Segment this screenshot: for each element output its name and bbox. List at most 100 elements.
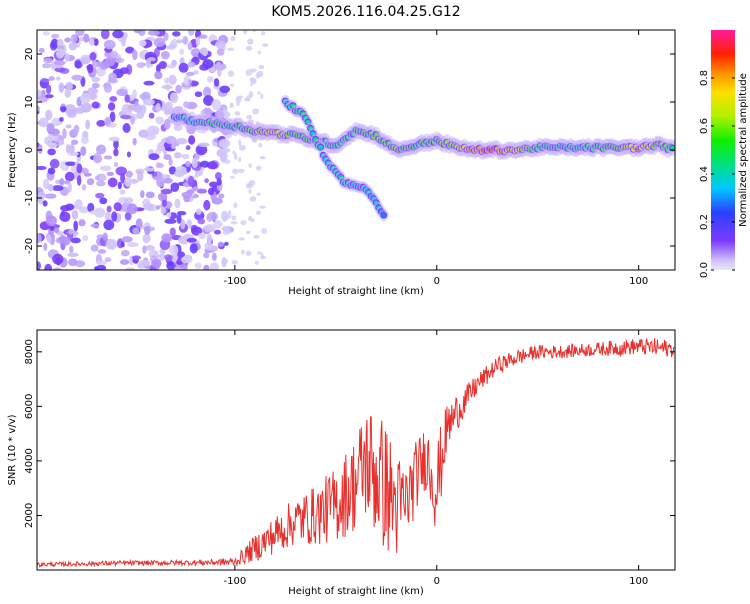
y-tick-label: 0	[24, 147, 35, 153]
spectrogram-speckle	[56, 49, 65, 59]
spectrogram-speckle	[155, 116, 165, 125]
spectrogram-speckle	[168, 74, 177, 86]
spectrogram-speckle	[164, 77, 170, 84]
spectrogram-speckle	[73, 220, 79, 232]
spectrogram-speckle	[74, 107, 86, 114]
spectrogram-speckle	[196, 208, 202, 215]
spectrogram-speckle	[55, 76, 61, 81]
spectrogram-speckle	[142, 98, 155, 106]
figure-title: KOM5.2026.116.04.25.G12	[271, 4, 460, 20]
spectrogram-speckle	[259, 255, 267, 260]
spectrogram-speckle	[99, 165, 112, 172]
spectrogram-speckle	[62, 128, 67, 139]
spectrogram-frame	[36, 29, 676, 271]
spectrogram-speckle	[169, 92, 179, 104]
spectrogram-speckle	[174, 265, 182, 270]
spectrogram-speckle	[82, 235, 89, 242]
spectrogram-speckle	[183, 101, 189, 109]
spectrogram-speckle	[173, 152, 182, 159]
spectrogram-speckle	[49, 226, 55, 231]
spectrogram-speckle	[122, 123, 131, 133]
spectrogram-speckle	[81, 184, 87, 191]
spectrogram-speckle	[43, 242, 48, 251]
spectrogram-speckle	[125, 46, 135, 54]
x-tick-label: 100	[629, 276, 648, 287]
spectrogram-speckle	[131, 255, 142, 260]
spectrogram-speckle	[203, 95, 214, 106]
spectrogram-speckle	[253, 234, 260, 239]
spectrogram-speckle	[67, 182, 72, 193]
spectrogram-speckle	[76, 175, 82, 186]
spectrogram-speckle	[160, 207, 167, 214]
spectrogram-speckle	[213, 78, 220, 87]
spectrogram-speckle	[138, 259, 151, 266]
spectrogram-speckle	[213, 229, 221, 235]
spectrogram-speckle	[156, 176, 165, 188]
spectrogram-speckle	[100, 30, 110, 40]
spectrogram-speckle	[242, 30, 248, 35]
spectrogram-speckle	[51, 185, 64, 191]
spectrogram-speckle	[125, 170, 133, 178]
spectrogram-speckle	[156, 162, 164, 168]
spectrogram-speckle	[165, 135, 177, 145]
spectrogram-speckle	[206, 233, 213, 244]
spectrogram-speckle	[125, 267, 136, 270]
spectrogram-speckle	[64, 52, 70, 62]
colorbar-ticks: 0.0 0.2 0.4 0.6 0.8	[699, 70, 735, 278]
spectrogram-speckle	[199, 34, 208, 39]
spectrogram-speckle	[161, 84, 173, 90]
spectrogram-speckle	[113, 139, 119, 150]
spectrogram-speckle	[138, 129, 149, 138]
ridge-core	[318, 144, 324, 150]
spectrogram-speckle	[206, 161, 218, 170]
spectrogram-speckle	[257, 91, 261, 95]
spectrogram-speckle	[66, 109, 77, 118]
spectrogram-speckle	[257, 71, 264, 77]
spectrogram-speckle	[54, 67, 66, 73]
spectrogram-speckle	[132, 89, 138, 99]
spectrogram-speckle	[169, 227, 176, 237]
snr-ticks: -100 0 100 2000 4000 6000 8000	[24, 330, 675, 587]
spectrogram-speckle	[147, 30, 160, 36]
spectrogram-speckle	[248, 215, 253, 222]
spectrogram-speckle	[211, 252, 217, 262]
spectrogram-speckle	[50, 38, 59, 50]
spectrogram-speckle	[188, 135, 196, 145]
spectrogram-speckle	[172, 31, 181, 37]
spectrogram-speckle	[58, 82, 65, 93]
spectrogram-speckle	[207, 76, 214, 83]
spectrogram-speckle	[180, 262, 188, 270]
spectrogram-speckle	[187, 61, 196, 68]
spectrogram-speckle	[174, 198, 181, 209]
spectrogram-speckle	[142, 245, 147, 254]
spectrogram-speckle	[119, 189, 126, 195]
spectrogram-speckle	[247, 38, 254, 45]
spectrogram-speckle	[237, 95, 243, 99]
spectrogram-speckle	[195, 36, 201, 47]
spectrogram-speckle	[74, 60, 82, 69]
spectrogram-speckle	[80, 146, 87, 156]
spectrogram-speckle	[215, 61, 222, 72]
spectrogram-speckle	[95, 260, 107, 266]
spectrogram-speckle	[113, 148, 119, 157]
spectrogram-speckle	[80, 136, 89, 145]
spectrogram-speckle	[106, 205, 112, 213]
spectrogram-speckle	[238, 144, 246, 151]
spectrogram-speckle	[145, 245, 155, 251]
ridge-core	[381, 212, 387, 218]
x-tick-label: 0	[434, 276, 440, 287]
spectrogram-speckle	[113, 202, 122, 212]
spectrogram-speckle	[89, 38, 95, 47]
snr-line	[37, 338, 675, 568]
spectrogram-speckle	[197, 232, 206, 240]
spectrogram-speckle	[135, 218, 143, 229]
spectrogram-speckle	[227, 70, 235, 78]
spectrogram-speckle	[248, 180, 256, 186]
spectrogram-speckle	[248, 90, 254, 98]
spectrogram-speckle	[133, 30, 143, 34]
spectrogram-speckle	[194, 262, 202, 269]
spectrogram-speckle	[147, 56, 156, 62]
spectrogram-speckle	[132, 227, 140, 235]
spectrogram-speckle	[178, 62, 189, 73]
spectrogram-speckle	[104, 211, 110, 221]
